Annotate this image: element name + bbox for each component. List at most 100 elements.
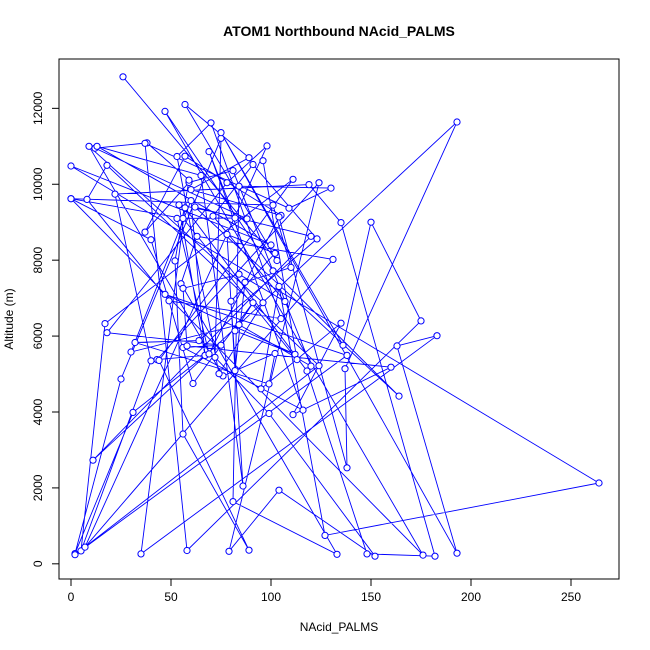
data-point (395, 392, 403, 400)
data-point (329, 255, 337, 263)
data-point (287, 263, 295, 271)
data-point (313, 235, 321, 243)
data-point (259, 157, 267, 165)
data-point (245, 154, 253, 162)
data-point (141, 228, 149, 236)
data-point (225, 547, 233, 555)
x-tick-label: 250 (561, 590, 581, 604)
data-point (103, 329, 111, 337)
x-axis-label: NAcid_PALMS (300, 620, 378, 634)
data-point (275, 486, 283, 494)
x-tick-label: 50 (164, 590, 178, 604)
data-point (289, 411, 297, 419)
y-axis-label: Altitude (m) (2, 288, 16, 349)
data-point (231, 327, 239, 335)
data-point (205, 350, 213, 358)
data-point (117, 375, 125, 383)
data-point (191, 203, 199, 211)
data-point (419, 551, 427, 559)
y-tick-label: 6000 (31, 322, 45, 349)
data-point (181, 204, 189, 212)
data-point (285, 204, 293, 212)
data-point (127, 348, 135, 356)
data-point (171, 257, 179, 265)
y-tick-label: 2000 (31, 474, 45, 501)
data-point (363, 550, 371, 558)
chart-title: ATOM1 Northbound NAcid_PALMS (223, 23, 455, 39)
data-point (85, 142, 93, 150)
data-point (371, 552, 379, 560)
data-point (305, 181, 313, 189)
y-tick-label: 4000 (31, 398, 45, 425)
data-point (175, 201, 183, 209)
data-point (343, 351, 351, 359)
data-point (269, 201, 277, 209)
data-point (257, 385, 265, 393)
data-point (229, 498, 237, 506)
y-tick-label: 12000 (31, 91, 45, 125)
data-point (277, 315, 285, 323)
data-point (239, 482, 247, 490)
x-tick-label: 100 (261, 590, 281, 604)
data-point (147, 357, 155, 365)
data-point (71, 551, 79, 559)
data-point (259, 299, 267, 307)
data-point (303, 367, 311, 375)
data-point (393, 342, 401, 350)
data-point (67, 195, 75, 203)
data-point (315, 179, 323, 187)
data-point (387, 363, 395, 371)
data-point (165, 297, 173, 305)
data-point (275, 213, 283, 221)
data-point (193, 232, 201, 240)
data-point (195, 337, 203, 345)
data-point (339, 341, 347, 349)
data-point (67, 162, 75, 170)
data-point (179, 430, 187, 438)
y-tick-label: 8000 (31, 246, 45, 273)
data-point (241, 278, 249, 286)
data-point (161, 107, 169, 116)
x-tick-label: 0 (68, 590, 75, 604)
y-tick-label: 0 (31, 560, 45, 567)
data-point (227, 297, 235, 305)
data-point (243, 215, 251, 223)
data-point (173, 214, 181, 222)
data-point (249, 160, 257, 169)
data-point (245, 546, 253, 554)
data-point (181, 100, 189, 109)
data-point (433, 332, 441, 340)
data-point (217, 341, 225, 349)
data-point (235, 270, 243, 278)
data-point (187, 186, 195, 194)
data-point (89, 456, 97, 464)
y-axis: 0 2000 4000 6000 8000 10000 12000 (31, 91, 60, 567)
data-point (327, 184, 335, 192)
data-point (453, 118, 461, 126)
data-point (275, 282, 283, 290)
data-point (197, 171, 205, 180)
data-point (205, 148, 213, 156)
data-point (265, 380, 273, 388)
data-point (315, 362, 323, 370)
data-point (215, 370, 223, 378)
data-point (235, 321, 243, 329)
data-point (179, 284, 187, 292)
data-point (293, 356, 301, 364)
data-point (207, 119, 215, 127)
data-point (173, 152, 181, 161)
data-point (183, 546, 191, 555)
data-point (181, 152, 189, 160)
data-point (147, 236, 155, 244)
data-point (337, 219, 345, 227)
data-point (161, 290, 169, 298)
data-point (141, 139, 149, 147)
data-point (271, 349, 279, 358)
data-point (155, 356, 163, 364)
data-point (111, 190, 119, 198)
data-point (307, 232, 315, 240)
x-tick-label: 200 (461, 590, 481, 604)
data-point (249, 299, 257, 307)
data-point (229, 167, 237, 175)
